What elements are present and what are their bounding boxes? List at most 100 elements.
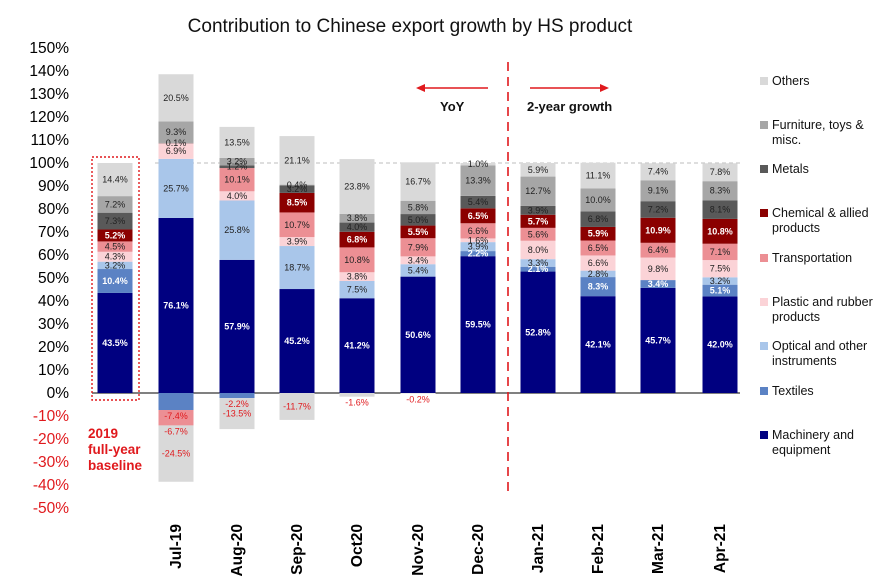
bar-others-apr-21	[702, 163, 738, 182]
data-label: 3.4%	[408, 255, 429, 265]
data-label: 7.5%	[347, 285, 368, 295]
data-label: 21.1%	[284, 155, 310, 165]
y-tick-label: 50%	[38, 270, 69, 287]
y-tick-label: 140%	[29, 63, 69, 80]
y-tick-label: 80%	[38, 201, 69, 218]
bar-chemical-allied-products-oct20	[339, 231, 375, 248]
bar-metals-jul-19	[158, 142, 194, 144]
bar-others-2019	[97, 163, 133, 197]
data-label: 52.8%	[525, 327, 551, 337]
legend-swatch-optical-and-other-instruments	[760, 342, 768, 350]
bar-transportation-aug-20	[219, 168, 255, 192]
bar-textiles-mar-21	[640, 280, 676, 288]
bar-textiles-2019	[97, 269, 133, 293]
bar-chemical-allied-products-jan-21	[520, 214, 556, 228]
bar-others-negative-aug-20	[219, 398, 255, 430]
bar-machinery-and-equipment-sep-20	[279, 289, 315, 393]
bar-chemical-allied-products-sep-20	[279, 192, 315, 213]
bar-plastic-and-rubber-products-oct20	[339, 272, 375, 281]
data-label: 7.2%	[105, 199, 126, 209]
bar-furniture-toys-misc-sep-20	[279, 184, 315, 186]
bar-transportation-oct20	[339, 247, 375, 273]
bar-optical-and-other-instruments-feb-21	[580, 270, 616, 278]
bar-furniture-toys-misc-jan-21	[520, 176, 556, 206]
bar-metals-dec-20	[460, 195, 496, 209]
bar-others-mar-21	[640, 163, 676, 181]
data-label: 41.2%	[344, 341, 370, 351]
data-label: 6.5%	[468, 211, 489, 221]
bar-others-jan-21	[520, 163, 556, 177]
bar-transportation-2019	[97, 241, 133, 252]
data-labels: 43.5%10.4%3.2%4.3%4.5%5.2%7.3%7.2%14.4%7…	[102, 93, 733, 459]
data-label: 5.9%	[528, 165, 549, 175]
y-tick-label: 90%	[38, 178, 69, 195]
bar-furniture-toys-misc-apr-21	[702, 181, 738, 201]
data-label: 45.2%	[284, 336, 310, 346]
bar-transportation-feb-21	[580, 240, 616, 256]
y-tick-label: 120%	[29, 109, 69, 126]
bar-machinery-and-equipment-feb-21	[580, 296, 616, 393]
data-label: 2.1%	[528, 264, 549, 274]
bar-machinery-and-equipment-mar-21	[640, 287, 676, 393]
bar-plastic-and-rubber-products-2019	[97, 251, 133, 262]
data-label: 12.7%	[525, 186, 551, 196]
bar-transportation-sep-20	[279, 212, 315, 238]
data-label: -24.5%	[162, 449, 191, 459]
bar-plastic-and-rubber-products-jan-21	[520, 240, 556, 260]
bar-plastic-and-rubber-products-aug-20	[219, 191, 255, 201]
data-label: 4.0%	[347, 222, 368, 232]
bar-machinery-and-equipment-nov-20	[400, 276, 436, 393]
annotations: YoY 2-year growth 2019 full-year baseline	[88, 62, 612, 493]
y-tick-label: 130%	[29, 86, 69, 103]
data-label: 10.9%	[645, 225, 671, 235]
bar-metals-nov-20	[400, 214, 436, 226]
bar-machinery-and-equipment-dec-20	[460, 256, 496, 393]
data-label: 6.6%	[468, 226, 489, 236]
x-tick-label: Mar-21	[650, 524, 667, 574]
data-label: -7.4%	[164, 411, 188, 421]
bars	[92, 74, 740, 482]
data-label: 18.7%	[284, 263, 310, 273]
data-label: 9.1%	[648, 186, 669, 196]
data-label: 5.1%	[710, 286, 731, 296]
legend-label-chemical-allied-products: Chemical & allied products	[772, 206, 869, 235]
bar-metals-sep-20	[279, 185, 315, 193]
data-label: 6.5%	[588, 243, 609, 253]
legend-swatch-plastic-and-rubber-products	[760, 298, 768, 306]
bar-optical-and-other-instruments-jan-21	[520, 259, 556, 267]
bar-metals-feb-21	[580, 211, 616, 227]
bar-others-sep-20	[279, 136, 315, 185]
data-label: 5.7%	[528, 216, 549, 226]
bar-transportation-mar-21	[640, 242, 676, 258]
data-label: 42.0%	[707, 340, 733, 350]
bar-furniture-toys-misc-dec-20	[460, 165, 496, 196]
legend-swatch-machinery-and-equipment	[760, 431, 768, 439]
y-tick-label: 0%	[47, 385, 70, 402]
data-label: 4.0%	[227, 191, 248, 201]
data-label: 10.4%	[102, 276, 128, 286]
data-label: 1.6%	[468, 235, 489, 245]
data-label: 6.9%	[166, 146, 187, 156]
data-label: 3.9%	[287, 237, 308, 247]
y-tick-label: -10%	[33, 408, 69, 425]
data-label: 16.7%	[405, 177, 431, 187]
data-label: 10.1%	[224, 175, 250, 185]
data-label: 5.9%	[588, 229, 609, 239]
y-tick-label: 70%	[38, 224, 69, 241]
data-label: 5.2%	[105, 230, 126, 240]
bar-chemical-allied-products-apr-21	[702, 218, 738, 244]
legend-label-metals: Metals	[772, 162, 809, 176]
y-tick-label: 10%	[38, 362, 69, 379]
data-label: 2.8%	[588, 269, 609, 279]
y-tick-label: 30%	[38, 316, 69, 333]
x-tick-label: Oct20	[349, 524, 366, 567]
bar-others-nov-20	[400, 162, 436, 201]
bar-optical-and-other-instruments-sep-20	[279, 246, 315, 290]
bar-transportation-jul-19	[158, 410, 194, 426]
y-tick-label: 100%	[29, 155, 69, 172]
data-label: 25.7%	[163, 183, 189, 193]
data-label: 3.3%	[528, 258, 549, 268]
data-label: 7.4%	[648, 167, 669, 177]
data-label: 42.1%	[585, 340, 611, 350]
two-year-label: 2-year growth	[527, 99, 612, 114]
